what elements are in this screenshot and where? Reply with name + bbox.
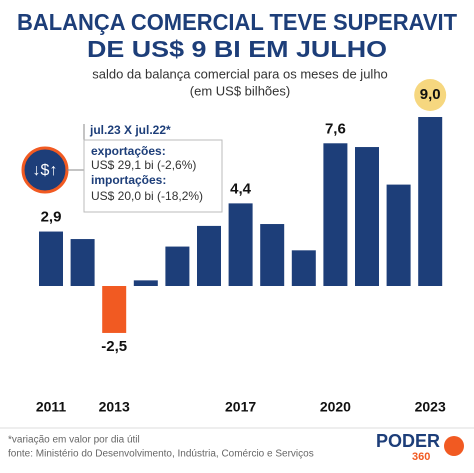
x-tick-label: 2017 — [225, 399, 256, 415]
logo-mark — [444, 436, 464, 456]
bar — [355, 147, 379, 286]
x-tick-label: 2023 — [415, 399, 446, 415]
bar — [260, 224, 285, 286]
annotation-box — [83, 139, 223, 213]
annotation-heading: jul.23 X jul.22* — [89, 123, 171, 137]
source: fonte: Ministério do Desenvolvimento, In… — [8, 449, 314, 460]
bar — [133, 280, 158, 286]
value-label: 9,0 — [420, 86, 441, 103]
chart-title: DE US$ 9 BI EM JULHO — [87, 36, 387, 62]
bar — [39, 231, 63, 286]
annotation-text: exportações: — [91, 144, 166, 158]
bar — [197, 225, 221, 286]
subtitle: (em US$ bilhões) — [190, 83, 290, 98]
bar — [291, 250, 316, 286]
bar — [228, 203, 253, 286]
value-label: 7,6 — [325, 120, 346, 137]
annotation-text: US$ 29,1 bi (-2,6%) — [91, 158, 196, 172]
annotation-text: US$ 20,0 bi (-18,2%) — [91, 189, 203, 203]
subtitle: saldo da balança comercial para os meses… — [92, 66, 388, 81]
highlight — [414, 79, 447, 111]
annotation-text: importações: — [91, 173, 166, 187]
value-label: -2,5 — [101, 338, 127, 355]
chart-title: BALANÇA COMERCIAL TEVE SUPERAVIT — [17, 9, 457, 35]
footnote: *variação em valor por dia útil — [8, 435, 140, 446]
value-label: 2,9 — [41, 209, 62, 226]
logo: 360 — [412, 451, 430, 463]
bar — [386, 184, 411, 286]
x-tick-label: 2020 — [320, 399, 351, 415]
bar — [418, 117, 443, 286]
x-tick-label: 2011 — [36, 399, 67, 415]
x-tick-label: 2013 — [99, 399, 130, 415]
bar — [323, 143, 348, 286]
bar — [70, 239, 95, 286]
logo: PODER — [376, 431, 440, 451]
value-label: 4,4 — [230, 180, 252, 197]
icon: ↓$↑ — [33, 162, 58, 179]
bar — [102, 286, 127, 333]
bar — [165, 246, 190, 286]
